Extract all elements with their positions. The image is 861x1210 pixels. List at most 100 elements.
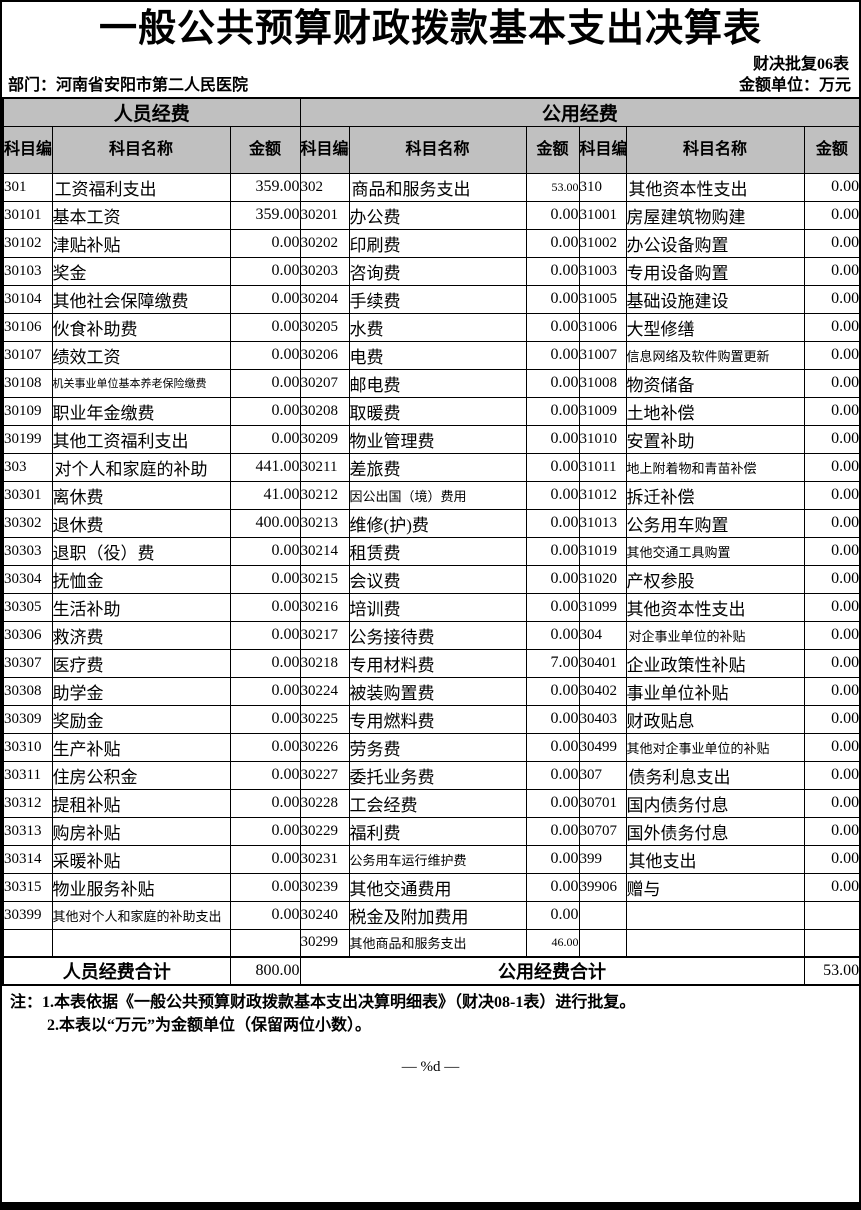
code-cell: 304 — [578, 620, 627, 650]
code-cell: 30399 — [2, 900, 53, 930]
column-header-code: 科目编码 — [2, 125, 53, 174]
name-cell: 福利费 — [348, 816, 527, 846]
column-header-code: 科目编码 — [299, 125, 350, 174]
public-total-amount: 53.00 — [803, 956, 859, 986]
code-cell: 30315 — [2, 872, 53, 902]
amount-cell: 0.00 — [229, 816, 301, 846]
amount-cell: 0.00 — [803, 816, 859, 846]
name-cell: 救济费 — [51, 620, 231, 650]
column-header-code: 科目编码 — [578, 125, 627, 174]
amount-cell: 46.00 — [525, 928, 580, 958]
name-cell: 安置补助 — [625, 424, 805, 454]
name-cell: 工资福利支出 — [51, 172, 231, 202]
footnotes: 注：1.本表依据《一般公共预算财政拨款基本支出决算明细表》（财决08-1表）进行… — [2, 986, 859, 1037]
amount-cell: 0.00 — [803, 760, 859, 790]
amount-cell: 0.00 — [803, 424, 859, 454]
form-code: 财决批复06表 — [752, 55, 849, 73]
name-cell: 住房公积金 — [51, 760, 231, 790]
code-cell: 30299 — [299, 928, 350, 958]
name-cell: 公务用车购置 — [625, 508, 805, 538]
name-cell: 奖励金 — [51, 704, 231, 734]
code-cell: 30199 — [2, 424, 53, 454]
code-cell: 30108 — [2, 368, 53, 398]
table-row: 303 对个人和家庭的补助 441.00 30211 差旅费 0.00 31011 地上附着物… — [2, 452, 859, 482]
amount-cell: 0.00 — [229, 704, 301, 734]
code-cell: 30313 — [2, 816, 53, 846]
amount-cell — [803, 900, 859, 930]
table-row: 30313 购房补贴 0.00 30229 福利费 0.00 30707 国外债务付息 0.00 — [2, 816, 859, 846]
amount-cell: 0.00 — [229, 424, 301, 454]
table-row: 30106 伙食补助费 0.00 30205 水费 0.00 31006 大型修缮 0.00 — [2, 312, 859, 342]
name-cell: 提租补贴 — [51, 788, 231, 818]
footnote-2: 2.本表以“万元”为金额单位（保留两位小数）。 — [47, 1017, 372, 1035]
code-cell: 30309 — [2, 704, 53, 734]
name-cell: 维修(护)费 — [348, 508, 527, 538]
code-cell: 30240 — [299, 900, 350, 930]
code-cell: 30310 — [2, 732, 53, 762]
amount-cell: 0.00 — [525, 732, 580, 762]
name-cell: 其他交通费用 — [348, 872, 527, 902]
amount-cell: 0.00 — [803, 228, 859, 258]
amount-cell: 0.00 — [803, 508, 859, 538]
name-cell: 物业服务补贴 — [51, 872, 231, 902]
name-cell: 咨询费 — [348, 256, 527, 286]
table-row: 30302 退休费 400.00 30213 维修(护)费 0.00 31013 公务用车购置… — [2, 508, 859, 538]
table-row: 30305 生活补助 0.00 30216 培训费 0.00 31099 其他资本性支出 0.0… — [2, 592, 859, 622]
table-row: 30299 其他商品和服务支出 46.00 — [2, 928, 859, 958]
code-cell: 31099 — [578, 592, 627, 622]
amount-cell: 0.00 — [803, 648, 859, 678]
code-cell: 302 — [299, 172, 350, 202]
amount-cell: 0.00 — [525, 760, 580, 790]
name-cell: 伙食补助费 — [51, 312, 231, 342]
code-cell: 31013 — [578, 508, 627, 538]
amount-cell: 41.00 — [229, 480, 301, 510]
code-cell: 30106 — [2, 312, 53, 342]
name-cell: 财政贴息 — [625, 704, 805, 734]
code-cell: 30206 — [299, 340, 350, 370]
amount-cell: 0.00 — [525, 788, 580, 818]
name-cell: 抚恤金 — [51, 564, 231, 594]
amount-cell: 0.00 — [229, 368, 301, 398]
code-cell: 30227 — [299, 760, 350, 790]
code-cell: 30239 — [299, 872, 350, 902]
code-cell: 31002 — [578, 228, 627, 258]
name-cell: 印刷费 — [348, 228, 527, 258]
amount-cell: 0.00 — [803, 564, 859, 594]
name-cell: 企业政策性补贴 — [625, 648, 805, 678]
code-cell: 30226 — [299, 732, 350, 762]
amount-cell — [229, 928, 301, 958]
code-cell: 303 — [2, 452, 53, 482]
name-cell: 基础设施建设 — [625, 284, 805, 314]
code-cell: 31008 — [578, 368, 627, 398]
name-cell: 工会经费 — [348, 788, 527, 818]
code-cell: 30304 — [2, 564, 53, 594]
department-label: 部门：河南省安阳市第二人民医院 — [8, 76, 249, 94]
amount-cell: 0.00 — [525, 340, 580, 370]
name-cell: 电费 — [348, 340, 527, 370]
amount-cell: 0.00 — [229, 396, 301, 426]
name-cell: 会议费 — [348, 564, 527, 594]
amount-cell: 0.00 — [229, 564, 301, 594]
table-row: 301 工资福利支出 359.00 302 商品和服务支出 53.00 310 其他资本性支出… — [2, 172, 859, 202]
amount-cell: 0.00 — [803, 368, 859, 398]
code-cell: 30303 — [2, 536, 53, 566]
name-cell: 其他资本性支出 — [625, 172, 805, 202]
name-cell: 产权参股 — [625, 564, 805, 594]
table-row: 30315 物业服务补贴 0.00 30239 其他交通费用 0.00 39906 赠与 0.0… — [2, 872, 859, 902]
table-row: 30306 救济费 0.00 30217 公务接待费 0.00 304 对企事业单位的补贴 0.… — [2, 620, 859, 650]
amount-cell: 0.00 — [525, 676, 580, 706]
code-cell: 31019 — [578, 536, 627, 566]
name-cell: 离休费 — [51, 480, 231, 510]
name-cell: 公务用车运行维护费 — [348, 844, 527, 874]
code-cell: 30224 — [299, 676, 350, 706]
code-cell: 31003 — [578, 256, 627, 286]
table-row: 30301 离休费 41.00 30212 因公出国（境）费用 0.00 31012 拆迁补偿… — [2, 480, 859, 510]
amount-cell: 0.00 — [229, 536, 301, 566]
name-cell: 赠与 — [625, 872, 805, 902]
code-cell: 30301 — [2, 480, 53, 510]
expense-table: 人员经费 公用经费 科目编码 科目名称 金额 科目编码 科目名称 金额 科目编码… — [2, 96, 859, 986]
public-total-label: 公用经费合计 — [299, 956, 805, 986]
name-cell — [625, 928, 805, 958]
code-cell: 31011 — [578, 452, 627, 482]
amount-cell: 0.00 — [525, 396, 580, 426]
